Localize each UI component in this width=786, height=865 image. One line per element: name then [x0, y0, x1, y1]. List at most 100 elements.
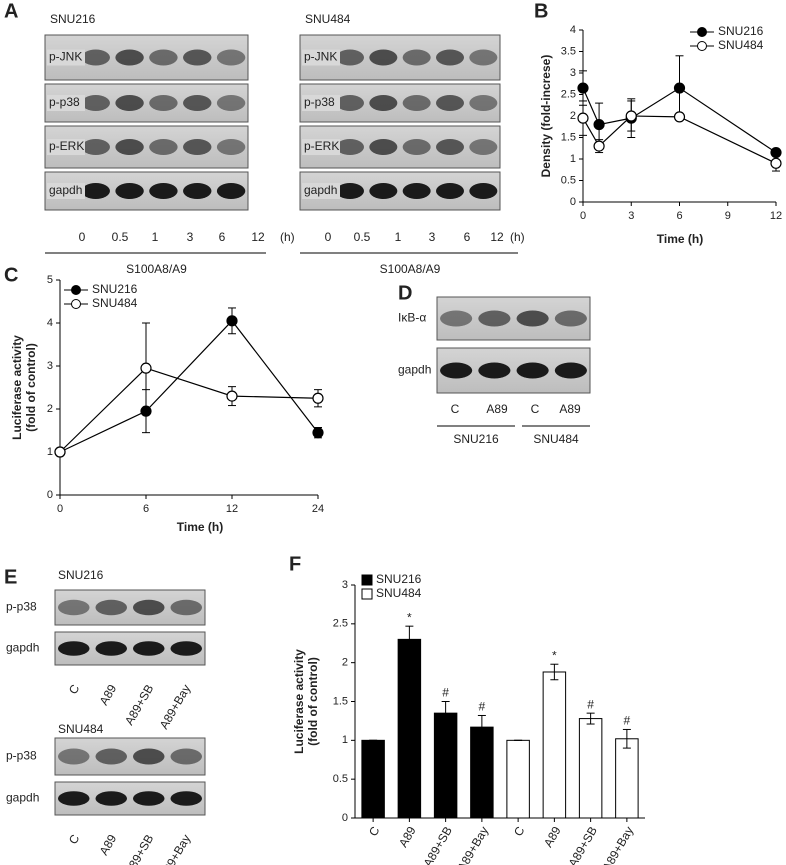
point — [673, 111, 686, 123]
y-tick-label: 0 — [47, 489, 53, 501]
blot-band — [469, 183, 498, 199]
x-tick-label: 0 — [580, 210, 586, 222]
blot-band — [402, 95, 431, 111]
blot-band — [183, 49, 212, 66]
y-tick-label: 2.5 — [561, 88, 576, 100]
x-tick-label: 9 — [725, 210, 731, 222]
row-label-bg — [302, 139, 340, 155]
lane-label: A89 — [486, 402, 508, 416]
blot-band — [216, 183, 246, 199]
row-label: gapdh — [6, 641, 39, 655]
x-tick-label: 6 — [676, 210, 682, 222]
point — [593, 118, 605, 131]
blot-band — [469, 95, 498, 111]
x-tick-label: A89+SB — [421, 824, 455, 865]
lane-label: 12 — [251, 230, 265, 244]
y-tick-label: 2 — [570, 110, 576, 122]
y-tick-label: 1 — [47, 446, 53, 458]
blot-row — [44, 83, 249, 123]
legend-label: SNU484 — [92, 296, 138, 310]
lane-label: 3 — [187, 230, 194, 244]
x-tick-label: 12 — [226, 503, 238, 515]
blot-band — [216, 95, 246, 111]
legend-label: SNU216 — [718, 24, 764, 38]
blot-band — [478, 310, 511, 327]
row-label: IκB-α — [398, 311, 426, 325]
lane-label: C — [66, 682, 83, 697]
blot-band — [336, 49, 364, 66]
x-tick-label: A89 — [541, 824, 564, 850]
row-label: gapdh — [398, 363, 431, 377]
y-axis-label: Luciferase activity — [292, 649, 306, 754]
blot-band — [402, 49, 431, 66]
legend-marker — [71, 285, 81, 295]
panel-label: E — [4, 566, 17, 588]
lane-label: A89+SB — [122, 682, 156, 727]
y-tick-label: 3 — [570, 67, 576, 79]
row-label: gapdh — [6, 791, 39, 805]
blot-band — [58, 599, 90, 616]
lane-label: 0 — [79, 230, 86, 244]
row-label-bg — [47, 139, 85, 155]
lane-label: C — [451, 402, 460, 416]
blot-band — [170, 748, 202, 765]
row-label: p-JNK — [304, 50, 337, 64]
series-line — [582, 115, 777, 164]
error-bar — [586, 712, 595, 725]
legend-label: SNU484 — [718, 38, 764, 52]
x-tick-label: 6 — [143, 503, 149, 515]
blot-band — [436, 183, 464, 199]
x-tick-label: 12 — [770, 210, 782, 222]
blot-band — [170, 599, 202, 616]
panel-label: A — [4, 0, 18, 22]
panel-label: B — [534, 0, 548, 22]
blot-band — [369, 183, 398, 199]
y-tick-label: 4 — [47, 317, 53, 329]
blot-band — [81, 49, 110, 66]
row-label-bg — [302, 49, 340, 66]
legend-marker — [361, 588, 373, 600]
lane-label: C — [531, 402, 540, 416]
annotation: # — [587, 697, 594, 711]
blot-band — [149, 95, 178, 111]
row-label: gapdh — [304, 183, 337, 197]
lane-label: A89+Bay — [157, 682, 194, 731]
error-bar — [550, 663, 559, 681]
blot-band — [554, 310, 587, 327]
y-tick-label: 1.5 — [333, 695, 348, 707]
x-tick-label: A89+SB — [566, 824, 600, 865]
legend-label: SNU216 — [376, 572, 422, 586]
y-axis-label: (fold of control) — [306, 657, 320, 746]
row-label: p-JNK — [49, 50, 82, 64]
row-label-bg — [302, 183, 340, 199]
blot-band — [95, 641, 127, 656]
point — [226, 315, 238, 327]
row-label-bg — [47, 95, 85, 111]
bar — [433, 712, 458, 819]
point — [226, 390, 238, 402]
y-tick-label: 0 — [342, 812, 348, 824]
row-label: p-p38 — [6, 749, 37, 763]
y-axis-label: Density (fold-increse) — [539, 55, 553, 178]
blot-band — [58, 641, 90, 656]
x-tick-label: A89+Bay — [600, 824, 637, 865]
blot-title: SNU484 — [305, 12, 351, 26]
blot-band — [149, 139, 178, 155]
legend-label: SNU484 — [376, 586, 422, 600]
blot-band — [369, 95, 398, 111]
y-tick-label: 0.5 — [561, 174, 576, 186]
error-bar — [622, 728, 631, 749]
series-line — [59, 319, 319, 453]
row-label-bg — [47, 49, 85, 66]
lane-label: 6 — [219, 230, 226, 244]
lane-label: 1 — [152, 230, 159, 244]
annotation: # — [479, 700, 486, 714]
blot-band — [133, 641, 165, 656]
blot-title: SNU484 — [58, 722, 104, 736]
y-tick-label: 3.5 — [561, 45, 576, 57]
point — [770, 157, 782, 169]
legend-marker — [697, 27, 707, 37]
blot-band — [336, 139, 364, 155]
x-axis-label: Time (h) — [177, 520, 223, 534]
annotation: # — [624, 714, 631, 728]
